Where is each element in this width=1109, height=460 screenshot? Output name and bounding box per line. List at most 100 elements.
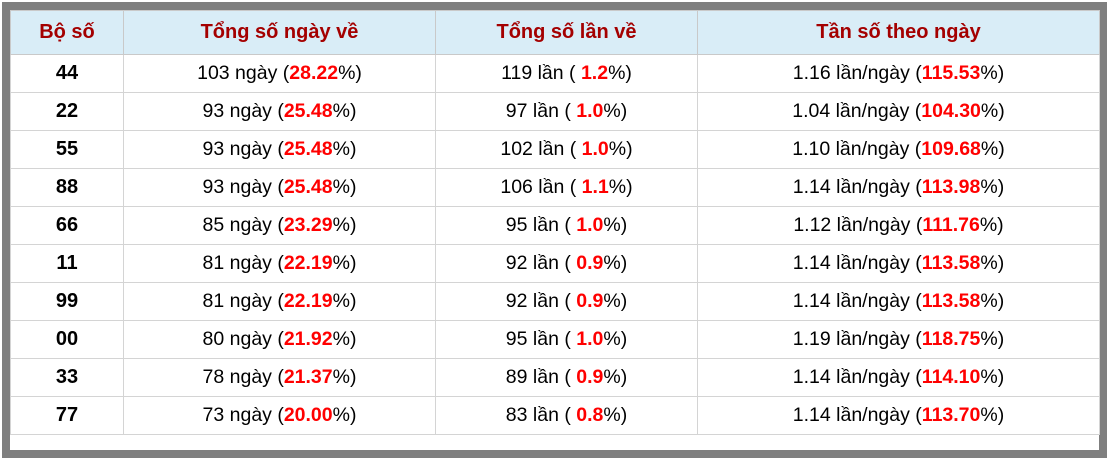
days-suffix: %): [332, 290, 357, 312]
cell-total-days: 93 ngày (25.48%): [123, 130, 436, 169]
freq-suffix: %): [980, 100, 1005, 122]
freq-percent: 113.58: [921, 290, 981, 312]
freq-text: 1.12 lần/ngày (: [793, 214, 923, 236]
times-suffix: %): [603, 290, 628, 312]
cell-total-times: 95 lần ( 1.0%): [435, 206, 698, 245]
days-percent: 20.00: [283, 404, 333, 426]
table-row: 22 93 ngày (25.48%) 97 lần ( 1.0%) 1.04 …: [10, 92, 1100, 131]
cell-total-days: 103 ngày (28.22%): [123, 54, 436, 93]
freq-text: 1.19 lần/ngày (: [792, 328, 922, 350]
cell-frequency: 1.14 lần/ngày (113.58%): [697, 244, 1100, 283]
freq-percent: 113.70: [921, 404, 981, 426]
table-row: 55 93 ngày (25.48%) 102 lần ( 1.0%) 1.10…: [10, 130, 1100, 169]
days-percent: 25.48: [283, 100, 333, 122]
cell-frequency: 1.14 lần/ngày (113.58%): [697, 282, 1100, 321]
cell-boso: 88: [10, 168, 124, 207]
freq-suffix: %): [980, 404, 1005, 426]
cell-boso: 77: [10, 396, 124, 435]
cell-total-days: 78 ngày (21.37%): [123, 358, 436, 397]
days-text: 93 ngày (: [202, 138, 284, 160]
cell-frequency: 1.04 lần/ngày (104.30%): [697, 92, 1100, 131]
column-header-total-times: Tổng số lần về: [435, 10, 698, 55]
freq-suffix: %): [980, 62, 1005, 84]
cell-total-days: 93 ngày (25.48%): [123, 92, 436, 131]
cell-total-days: 73 ngày (20.00%): [123, 396, 436, 435]
times-text: 95 lần (: [505, 328, 577, 350]
days-suffix: %): [332, 138, 357, 160]
days-percent: 25.48: [283, 138, 333, 160]
times-percent: 1.0: [576, 214, 604, 236]
cell-frequency: 1.14 lần/ngày (113.70%): [697, 396, 1100, 435]
days-percent: 25.48: [283, 176, 333, 198]
cell-frequency: 1.14 lần/ngày (113.98%): [697, 168, 1100, 207]
table-row: 99 81 ngày (22.19%) 92 lần ( 0.9%) 1.14 …: [10, 282, 1100, 321]
cell-boso: 55: [10, 130, 124, 169]
days-percent: 28.22: [289, 62, 339, 84]
days-text: 81 ngày (: [202, 252, 284, 274]
times-suffix: %): [603, 404, 628, 426]
times-percent: 0.9: [576, 252, 604, 274]
times-percent: 1.0: [576, 328, 604, 350]
days-text: 103 ngày (: [197, 62, 290, 84]
cell-total-days: 85 ngày (23.29%): [123, 206, 436, 245]
days-suffix: %): [338, 62, 362, 84]
times-text: 92 lần (: [505, 252, 577, 274]
freq-text: 1.14 lần/ngày (: [792, 366, 922, 388]
times-text: 119 lần (: [501, 62, 581, 84]
column-header-frequency: Tần số theo ngày: [697, 10, 1100, 55]
cell-frequency: 1.10 lần/ngày (109.68%): [697, 130, 1100, 169]
days-text: 81 ngày (: [202, 290, 284, 312]
cell-frequency: 1.19 lần/ngày (118.75%): [697, 320, 1100, 359]
table-row: 33 78 ngày (21.37%) 89 lần ( 0.9%) 1.14 …: [10, 358, 1100, 397]
freq-percent: 111.76: [922, 214, 980, 236]
freq-text: 1.16 lần/ngày (: [792, 62, 922, 84]
times-suffix: %): [603, 328, 628, 350]
times-suffix: %): [608, 176, 633, 198]
cell-total-times: 92 lần ( 0.9%): [435, 282, 698, 321]
table-row: 44 103 ngày (28.22%) 119 lần ( 1.2%) 1.1…: [10, 54, 1100, 93]
table-row: 88 93 ngày (25.48%) 106 lần ( 1.1%) 1.14…: [10, 168, 1100, 207]
freq-percent: 115.53: [921, 62, 981, 84]
times-percent: 1.1: [581, 176, 609, 198]
cell-total-times: 106 lần ( 1.1%): [435, 168, 698, 207]
times-suffix: %): [603, 252, 628, 274]
cell-total-days: 93 ngày (25.48%): [123, 168, 436, 207]
times-text: 106 lần (: [500, 176, 582, 198]
days-percent: 22.19: [283, 252, 333, 274]
freq-percent: 104.30: [921, 100, 981, 122]
freq-percent: 109.68: [921, 138, 981, 160]
cell-boso: 99: [10, 282, 124, 321]
header-row: Bộ số Tổng số ngày về Tổng số lần về Tần…: [10, 10, 1100, 55]
freq-percent: 114.10: [921, 366, 981, 388]
days-suffix: %): [332, 100, 357, 122]
days-text: 73 ngày (: [202, 404, 284, 426]
cell-boso: 33: [10, 358, 124, 397]
days-percent: 23.29: [283, 214, 333, 236]
days-suffix: %): [332, 252, 357, 274]
freq-percent: 113.98: [921, 176, 981, 198]
times-text: 97 lần (: [505, 100, 577, 122]
cell-boso: 11: [10, 244, 124, 283]
times-percent: 1.0: [581, 138, 609, 160]
times-percent: 0.8: [576, 404, 604, 426]
days-text: 78 ngày (: [202, 366, 284, 388]
cell-boso: 00: [10, 320, 124, 359]
cell-total-days: 81 ngày (22.19%): [123, 282, 436, 321]
freq-text: 1.10 lần/ngày (: [792, 138, 922, 160]
times-suffix: %): [608, 138, 633, 160]
freq-text: 1.14 lần/ngày (: [792, 176, 922, 198]
days-text: 93 ngày (: [202, 176, 284, 198]
cell-boso: 44: [10, 54, 124, 93]
freq-text: 1.14 lần/ngày (: [792, 290, 922, 312]
times-text: 89 lần (: [505, 366, 577, 388]
cell-frequency: 1.14 lần/ngày (114.10%): [697, 358, 1100, 397]
cell-total-times: 97 lần ( 1.0%): [435, 92, 698, 131]
times-text: 102 lần (: [500, 138, 582, 160]
days-suffix: %): [332, 214, 357, 236]
freq-suffix: %): [979, 214, 1004, 236]
days-percent: 21.37: [283, 366, 333, 388]
times-text: 92 lần (: [505, 290, 577, 312]
column-header-total-days: Tổng số ngày về: [123, 10, 436, 55]
freq-suffix: %): [980, 290, 1005, 312]
